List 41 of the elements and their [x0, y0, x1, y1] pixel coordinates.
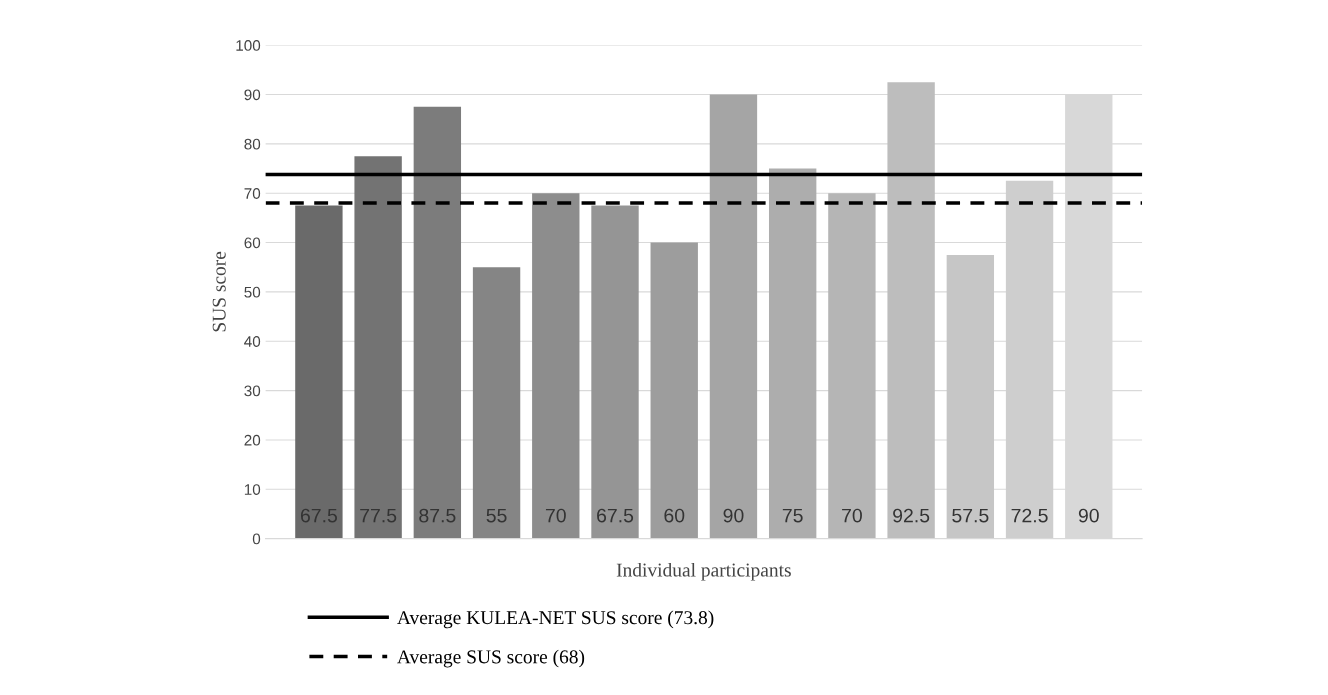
bar [768, 168, 817, 539]
y-tick-label: 80 [244, 138, 261, 150]
y-tick-label: 100 [236, 40, 261, 51]
data-label: 72.5 [1011, 508, 1048, 523]
data-label: 67.5 [597, 508, 634, 523]
data-label: 90 [1078, 508, 1099, 523]
bar [709, 94, 758, 539]
bar [354, 156, 402, 539]
data-label: 90 [723, 508, 744, 523]
bar [887, 82, 935, 539]
data-label: 60 [664, 508, 685, 523]
y-tick-label: 70 [244, 188, 261, 199]
data-label: 87.5 [419, 508, 456, 523]
legend-label: Average KULEA-NET SUS score (73.8) [397, 610, 714, 629]
bar [472, 267, 521, 539]
y-tick-label: 30 [244, 385, 261, 397]
y-tick-label: 60 [244, 237, 261, 249]
x-axis-title: Individual participants [616, 562, 791, 581]
y-tick-label: 20 [244, 434, 261, 446]
y-tick-label: 40 [244, 336, 261, 347]
bar [295, 205, 343, 539]
bar [413, 106, 462, 539]
data-label: 77.5 [360, 508, 397, 523]
bar [946, 254, 995, 539]
bar [532, 193, 580, 539]
data-label: 67.5 [300, 508, 338, 523]
legend-label: Average SUS score (68) [397, 649, 585, 668]
data-label: 70 [842, 508, 862, 523]
data-label: 57.5 [952, 508, 989, 523]
data-label: 55 [486, 508, 507, 523]
bar [591, 205, 639, 539]
y-tick-label: 50 [244, 286, 261, 298]
y-tick-label: 0 [252, 533, 261, 545]
y-axis-title: SUS score [212, 251, 226, 332]
y-tick-label: 10 [244, 484, 261, 495]
data-label: 92.5 [893, 508, 930, 523]
y-tick-label: 90 [244, 89, 261, 101]
bar [828, 193, 876, 539]
data-label: 75 [782, 508, 803, 523]
data-label: 70 [545, 508, 566, 523]
bar [650, 242, 698, 539]
